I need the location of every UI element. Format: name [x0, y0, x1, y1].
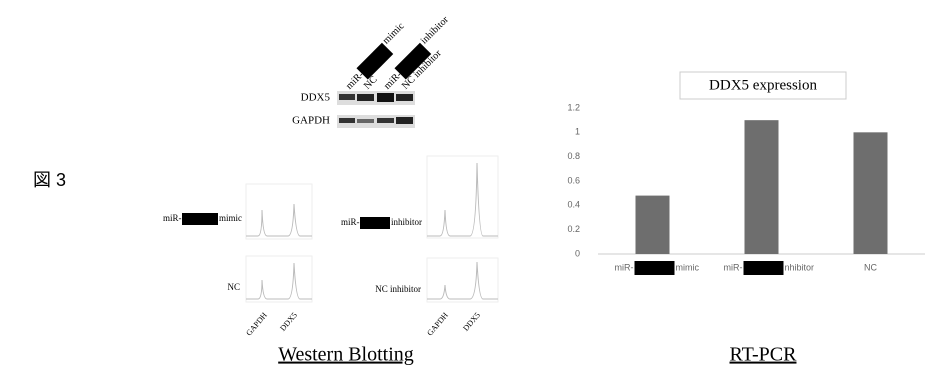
bar — [636, 196, 670, 254]
x-label: GAPDH — [244, 311, 269, 338]
blot — [337, 91, 415, 128]
panel-label: miR- — [163, 213, 182, 223]
lane-label: inhibitor — [419, 14, 452, 47]
x-tick-label: NC — [864, 262, 877, 272]
bar — [854, 132, 888, 254]
panel-label: mimic — [219, 213, 242, 223]
caption: Western Blotting — [278, 344, 414, 366]
x-label: DDX5 — [278, 311, 299, 333]
chart-title: DDX5 expression — [709, 77, 817, 93]
redaction — [182, 213, 218, 225]
y-tick-label: 0.6 — [567, 175, 580, 185]
lane-labels: miR- mimic NC miR- inhibitor NC inhibito… — [340, 14, 458, 94]
y-tick-label: 0.8 — [567, 151, 580, 161]
panel-label: NC — [227, 282, 240, 292]
y-tick-label: 0.2 — [567, 224, 580, 234]
x-tick-label: mimic — [676, 262, 700, 272]
lane-label: mimic — [381, 20, 407, 46]
x-label: GAPDH — [425, 311, 450, 338]
row-label: DDX5 — [301, 92, 331, 104]
y-tick-label: 1 — [575, 127, 580, 137]
redaction — [744, 261, 784, 275]
y-tick-label: 0.4 — [567, 200, 580, 210]
y-tick-label: 0 — [575, 248, 580, 258]
x-tick-label: miR- — [615, 262, 634, 272]
panel-labels: miR- mimic miR- inhibitor NC NC inhibito… — [163, 213, 482, 338]
x-tick-label: miR- — [724, 262, 743, 272]
bar-chart: 0 0.2 0.4 0.6 0.8 1 1.2 miR-mimic miR-nhibitor NC — [567, 102, 925, 275]
y-tick-label: 1.2 — [567, 102, 580, 112]
bar — [745, 120, 779, 254]
redaction — [360, 217, 390, 229]
figure: 図 3 miR- mimic NC miR- inhibitor NC inhi… — [0, 0, 930, 374]
x-label: DDX5 — [461, 311, 482, 333]
row-label: GAPDH — [292, 115, 330, 127]
redaction — [635, 261, 675, 275]
panel-label: inhibitor — [391, 217, 422, 227]
figure-label: 図 3 — [33, 170, 66, 190]
caption: RT-PCR — [730, 344, 798, 366]
panel-label: NC inhibitor — [375, 284, 421, 294]
panel-label: miR- — [341, 217, 360, 227]
x-tick-label: nhibitor — [785, 262, 815, 272]
